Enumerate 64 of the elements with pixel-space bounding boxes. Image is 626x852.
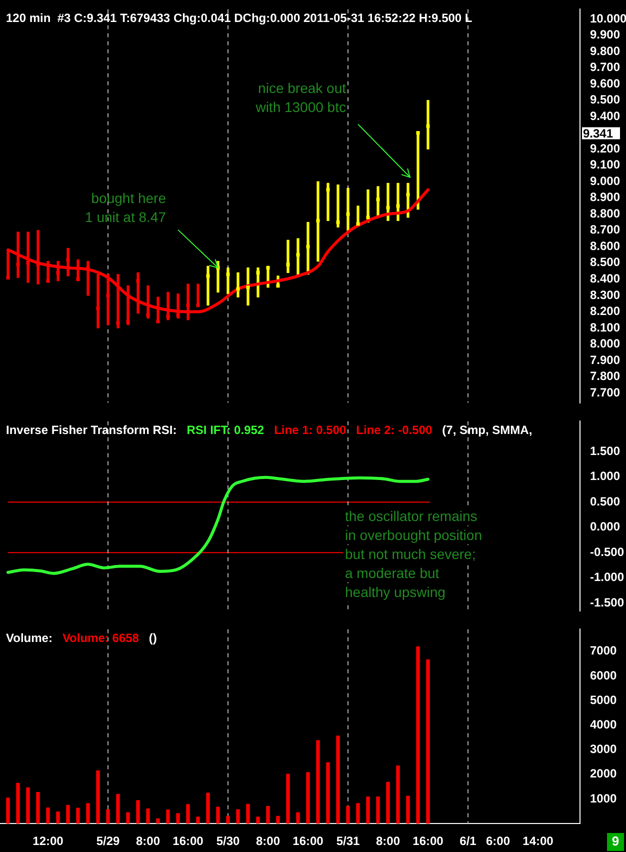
y-tick-label: 0.000 <box>590 520 620 534</box>
y-tick-label: 8.800 <box>590 206 620 220</box>
y-tick-label: 1.000 <box>590 469 620 484</box>
y-tick-label: 8.300 <box>590 288 620 302</box>
x-tick-label: 14:00 <box>522 834 554 848</box>
x-tick-label: 8:00 <box>376 834 400 848</box>
chart-title: 120 min #3 C:9.341 T:679433 Chg:0.041 DChg:0.000 2011-05-31 16:52:22 H:9.500 L <box>6 11 472 26</box>
y-tick-label: 9.500 <box>590 92 620 107</box>
y-tick-label: 8.200 <box>590 304 620 318</box>
y-tick-label: 9.800 <box>590 44 620 58</box>
x-tick-label: 16:00 <box>292 834 324 848</box>
chart-subtitle: (7, Smp, SMMA, <box>442 423 532 438</box>
text: 9 <box>612 834 620 849</box>
y-tick-label: 6000 <box>590 668 618 682</box>
x-tick-label: 5/31 <box>336 834 360 848</box>
x-tick-label: 6/1 <box>460 834 477 848</box>
chart-title: Volume: <box>6 631 52 646</box>
x-tick-label: 6:00 <box>486 834 510 848</box>
text: Volume: 6658 <box>62 631 140 646</box>
x-tick-label: 12:00 <box>32 834 64 848</box>
ref-line-label: Line 2: -0.500 <box>356 423 432 438</box>
y-tick-label: 9.900 <box>590 28 620 42</box>
y-tick-label: 1000 <box>590 791 618 806</box>
y-tick-label: 8.600 <box>590 238 620 253</box>
y-tick-label: 8.700 <box>590 222 620 237</box>
annotation: bought here 1 unit at 8.47 <box>85 190 166 225</box>
annotation: the oscillator remains in overbought position but not much severe; a moderate but healthy upswing <box>345 508 482 600</box>
y-tick-label: 8.000 <box>590 336 620 351</box>
y-tick-label: 2000 <box>590 766 618 781</box>
y-tick-label: 1.500 <box>590 444 620 458</box>
y-tick-label: 9.200 <box>590 141 620 156</box>
y-tick-label: -1.500 <box>590 596 624 610</box>
y-tick-label: 7.700 <box>590 385 620 400</box>
y-tick-label: 8.100 <box>590 320 620 334</box>
chart-title: Inverse Fisher Transform RSI: <box>6 423 177 438</box>
y-tick-label: 8.900 <box>590 190 620 204</box>
y-tick-label: 8.500 <box>590 255 620 270</box>
y-tick-label: 9.600 <box>590 76 620 90</box>
text: RSI IFT: 0.952 <box>186 423 264 438</box>
y-tick-label: 4000 <box>590 717 618 732</box>
y-tick-label: -1.000 <box>590 570 624 584</box>
x-tick-label: 8:00 <box>256 834 280 848</box>
y-tick-label: 7000 <box>590 644 618 658</box>
x-tick-label: 16:00 <box>412 834 444 848</box>
y-tick-label: 8.400 <box>590 272 620 286</box>
y-tick-label: 10.000 <box>590 11 626 26</box>
y-tick-label: 9.000 <box>590 174 620 188</box>
y-tick-label: 7.800 <box>590 369 620 384</box>
y-tick-label: 9.400 <box>590 108 620 123</box>
y-tick-label: 7.900 <box>590 352 620 367</box>
y-tick-label: 5000 <box>590 692 618 707</box>
y-tick-label: 0.500 <box>590 494 620 508</box>
chart-subtitle: () <box>148 631 157 646</box>
x-tick-label: 8:00 <box>136 834 160 848</box>
y-tick-label: 9.700 <box>590 60 620 74</box>
y-tick-label: -0.500 <box>590 544 624 559</box>
annotation: nice break out with 13000 btc <box>254 80 346 116</box>
text: 9.341 <box>583 126 614 141</box>
x-tick-label: 5/30 <box>216 834 240 848</box>
y-tick-label: 9.100 <box>590 158 620 172</box>
x-tick-label: 5/29 <box>96 834 120 848</box>
y-tick-label: 3000 <box>590 742 618 756</box>
x-tick-label: 16:00 <box>172 834 204 848</box>
ref-line-label: Line 1: 0.500 <box>274 423 346 438</box>
